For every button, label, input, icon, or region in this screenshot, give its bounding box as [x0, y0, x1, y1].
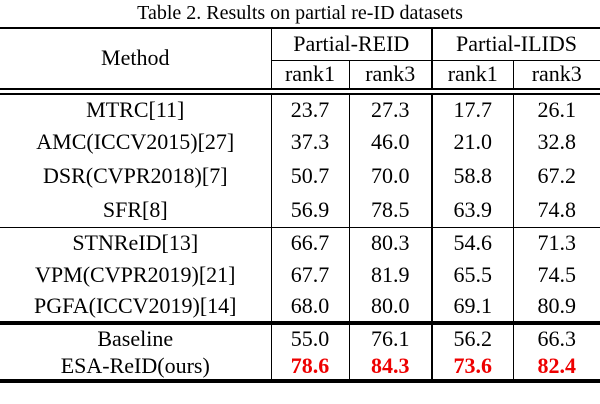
value-cell: 70.0: [348, 159, 432, 193]
value-cell: 17.7: [431, 91, 513, 125]
value-cell: 80.9: [512, 291, 600, 325]
method-cell: AMC(ICCV2015)[27]: [36, 129, 235, 154]
table-row-pgfa: PGFA(ICCV2019)[14] 68.0 80.0 69.1 80.9: [0, 291, 600, 325]
table-row-stnreid: STNReID[13] 66.7 80.3 54.6 71.3: [0, 227, 600, 259]
value-cell: 68.0: [270, 291, 349, 325]
value-cell: 82.4: [512, 352, 600, 383]
method-cell: PGFA(ICCV2019)[14]: [0, 291, 271, 325]
column-header-rank1-reid: rank1: [270, 60, 349, 95]
value-cell: 55.0: [270, 323, 349, 352]
value-cell: 46.0: [348, 125, 432, 159]
value-cell: 74.8: [512, 193, 600, 228]
value-cell: 37.3: [270, 125, 349, 159]
value-cell: 69.1: [431, 291, 513, 325]
column-header-partial-reid: Partial-REID: [270, 27, 432, 61]
table-caption: Table 2. Results on partial re-ID datase…: [137, 2, 463, 24]
value-cell: 66.7: [270, 227, 349, 259]
value-cell: 50.7: [270, 159, 349, 193]
method-cell: MTRC[11]: [86, 96, 185, 122]
value-cell: 21.0: [431, 125, 513, 159]
value-cell: 56.9: [270, 193, 349, 228]
value-cell: 67.7: [270, 259, 349, 291]
results-table: Method Partial-REID Partial-ILIDS rank1 …: [0, 27, 600, 383]
header-row-groups: Method Partial-REID Partial-ILIDS: [0, 27, 600, 95]
value-cell: 81.9: [348, 259, 432, 291]
value-cell: 67.2: [512, 159, 600, 193]
header-row-ranks: rank1 rank3 rank1 rank3: [0, 60, 600, 95]
table-row-esa-reid-ours: ESA-ReID(ours) 78.6 84.3 73.6 82.4: [0, 352, 600, 383]
value-cell: 78.5: [348, 193, 432, 228]
method-cell: SFR[8]: [0, 193, 271, 228]
method-cell: ESA-ReID(ours): [0, 352, 271, 383]
value-cell: 27.3: [348, 91, 432, 125]
method-cell: Baseline: [97, 325, 174, 351]
column-header-rank3-ilids: rank3: [512, 60, 600, 95]
value-cell: 56.2: [431, 323, 513, 352]
value-cell: 32.8: [512, 125, 600, 159]
method-cell: DSR(CVPR2018)[7]: [42, 163, 228, 188]
value-cell: 84.3: [348, 352, 432, 383]
table-row-vpm: VPM(CVPR2019)[21] 67.7 81.9 65.5 74.5: [0, 259, 600, 291]
table-row-baseline: Baseline 55.0 76.1 56.2 66.3: [0, 323, 600, 352]
value-cell: 78.6: [270, 352, 349, 383]
column-header-rank3-reid: rank3: [348, 60, 432, 95]
table-row-amc: AMC(ICCV2015)[27] 37.3 46.0 21.0 32.8: [0, 125, 600, 159]
column-header-partial-ilids: Partial-ILIDS: [431, 27, 600, 61]
value-cell: 80.0: [348, 291, 432, 325]
method-cell: STNReID[13]: [72, 230, 199, 256]
table-row-dsr: DSR(CVPR2018)[7] 50.7 70.0 58.8 67.2: [0, 159, 600, 193]
column-header-method: Method: [0, 27, 271, 95]
value-cell: 54.6: [431, 227, 513, 259]
value-cell: 58.8: [431, 159, 513, 193]
method-cell: VPM(CVPR2019)[21]: [35, 262, 236, 287]
value-cell: 66.3: [512, 323, 600, 352]
value-cell: 73.6: [431, 352, 513, 383]
table-row-mtrc: MTRC[11] 23.7 27.3 17.7 26.1: [0, 91, 600, 125]
value-cell: 71.3: [512, 227, 600, 259]
table-row-sfr: SFR[8] 56.9 78.5 63.9 74.8: [0, 193, 600, 228]
value-cell: 74.5: [512, 259, 600, 291]
value-cell: 26.1: [512, 91, 600, 125]
value-cell: 23.7: [270, 91, 349, 125]
column-header-rank1-ilids: rank1: [431, 60, 513, 95]
value-cell: 63.9: [431, 193, 513, 228]
value-cell: 80.3: [348, 227, 432, 259]
value-cell: 65.5: [431, 259, 513, 291]
value-cell: 76.1: [348, 323, 432, 352]
